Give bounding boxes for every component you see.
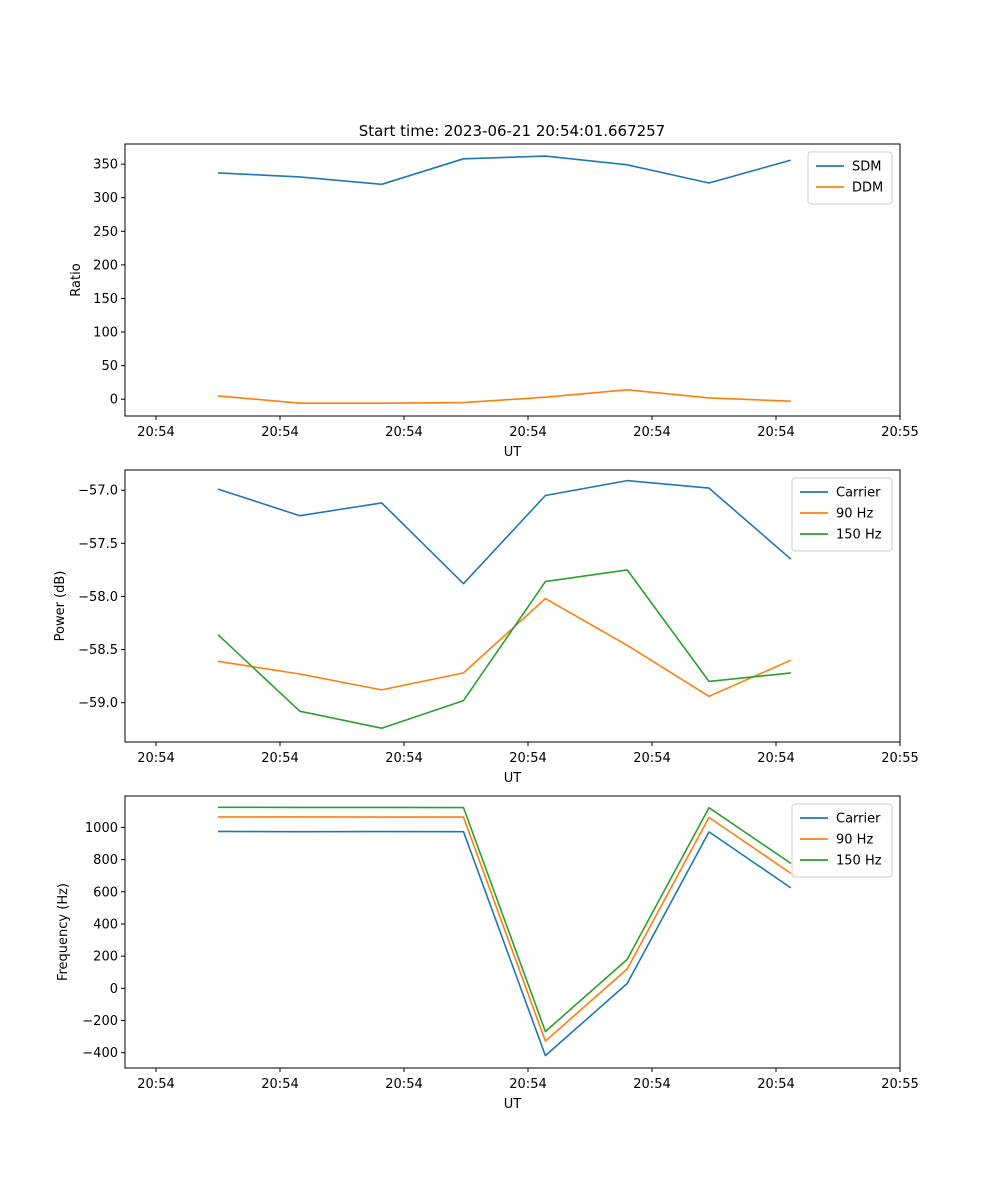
y-tick-label: 800: [93, 853, 118, 868]
series-line-ddm: [217, 388, 791, 405]
y-tick-label: −58.0: [78, 590, 118, 605]
x-tick-label: 20:54: [261, 425, 298, 440]
series-line-carrier: [217, 830, 792, 1057]
y-tick-label: 1000: [85, 821, 118, 836]
legend-box: [791, 477, 893, 552]
y-tick-label: 350: [93, 158, 118, 173]
x-tick-label: 20:54: [385, 751, 422, 766]
y-tick-label: 50: [101, 359, 118, 374]
legend-label: 90 Hz: [836, 507, 873, 522]
x-axis-label: UT: [504, 445, 522, 460]
x-tick-label: 20:54: [261, 751, 298, 766]
legend-label: 150 Hz: [836, 528, 882, 543]
x-tick-label: 20:54: [633, 1077, 670, 1092]
chart-panel-2: 20:54 20:54 20:54 20:54 20:54 20:54 20:55 −59.0…: [53, 469, 919, 786]
x-tick-label: 20:54: [385, 425, 422, 440]
legend: SDM DDM: [807, 151, 893, 205]
x-tick-label: 20:54: [385, 1077, 422, 1092]
x-tick-label: 20:55: [881, 751, 918, 766]
y-axis-label: Ratio: [69, 263, 84, 296]
x-tick-label: 20:55: [881, 1077, 918, 1092]
y-tick-label: 0: [110, 393, 118, 408]
legend-label: Carrier: [836, 812, 881, 827]
y-tick-label: 200: [93, 258, 118, 273]
y-tick-label: −400: [82, 1046, 118, 1061]
x-tick-label: 20:54: [633, 751, 670, 766]
legend-label: 90 Hz: [836, 833, 873, 848]
x-tick-label: 20:54: [261, 1077, 298, 1092]
legend: Carrier 90 Hz 150 Hz: [791, 803, 893, 878]
x-tick-label: 20:54: [509, 425, 546, 440]
x-tick-label: 20:54: [757, 751, 794, 766]
series-line-150-hz: [217, 806, 792, 1033]
x-tick-label: 20:55: [881, 425, 918, 440]
y-tick-label: −57.5: [78, 537, 118, 552]
y-tick-label: −59.0: [78, 696, 118, 711]
y-axis-label: Frequency (Hz): [56, 883, 71, 981]
series-line-90-hz: [217, 597, 792, 698]
figure-title: Start time: 2023-06-21 20:54:01.667257: [359, 122, 665, 140]
legend-label: DDM: [852, 181, 883, 196]
legend-label: 150 Hz: [836, 854, 882, 869]
series-line-150-hz: [217, 569, 791, 730]
legend: Carrier 90 Hz 150 Hz: [791, 477, 893, 552]
y-tick-label: 600: [93, 885, 118, 900]
y-tick-label: 300: [93, 191, 118, 206]
legend-label: Carrier: [836, 486, 881, 501]
axes-frame: [124, 469, 901, 743]
chart-panel-1: 20:54 20:54 20:54 20:54 20:54 20:54 20:55 0 50 10…: [69, 143, 919, 460]
x-axis-label: UT: [504, 771, 522, 786]
x-tick-label: 20:54: [509, 751, 546, 766]
x-tick-label: 20:54: [757, 425, 794, 440]
x-axis-label: UT: [504, 1097, 522, 1112]
y-tick-label: −200: [82, 1014, 118, 1029]
x-tick-label: 20:54: [137, 425, 174, 440]
y-tick-label: 100: [93, 326, 118, 341]
chart-panel-3: 20:54 20:54 20:54 20:54 20:54 20:54 20:55 −400 −…: [56, 795, 919, 1112]
y-tick-label: 150: [93, 292, 118, 307]
series-line-90-hz: [218, 816, 792, 1042]
y-tick-label: 0: [110, 982, 118, 997]
legend-label: SDM: [852, 160, 881, 175]
y-tick-label: −58.5: [78, 643, 118, 658]
x-tick-label: 20:54: [757, 1077, 794, 1092]
y-tick-label: −57.0: [78, 484, 118, 499]
series-line-sdm: [217, 155, 792, 186]
x-tick-label: 20:54: [633, 425, 670, 440]
x-tick-label: 20:54: [509, 1077, 546, 1092]
axes-frame: [124, 795, 901, 1069]
x-tick-label: 20:54: [137, 751, 174, 766]
y-tick-label: 400: [93, 917, 118, 932]
axes-frame: [124, 143, 901, 417]
charts-container: 20:54 20:54 20:54 20:54 20:54 20:54 20:55 0 50 10…: [53, 143, 919, 1112]
y-axis-label: Power (dB): [53, 571, 68, 642]
x-tick-label: 20:54: [137, 1077, 174, 1092]
series-line-carrier: [217, 479, 792, 585]
y-tick-label: 200: [93, 950, 118, 965]
legend-box: [807, 151, 893, 205]
y-tick-label: 250: [93, 225, 118, 240]
legend-box: [791, 803, 893, 878]
